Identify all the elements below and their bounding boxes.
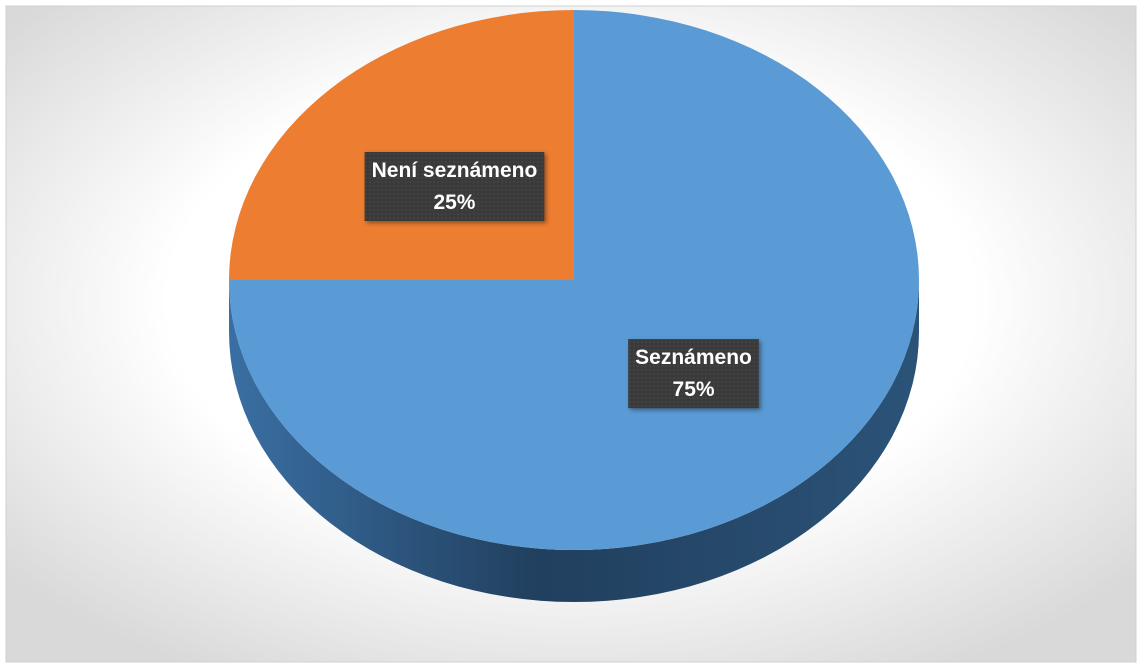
- data-label-box: [628, 339, 759, 409]
- data-label-category: Seznámeno: [635, 346, 752, 369]
- data-label-value: 75%: [673, 378, 715, 401]
- pie: Seznámeno 75% Není seznámeno 25%: [229, 10, 919, 602]
- data-label-value: 25%: [433, 191, 475, 214]
- data-label-box: [364, 151, 545, 221]
- data-label-category: Není seznámeno: [372, 159, 538, 182]
- slice-side: [229, 280, 919, 602]
